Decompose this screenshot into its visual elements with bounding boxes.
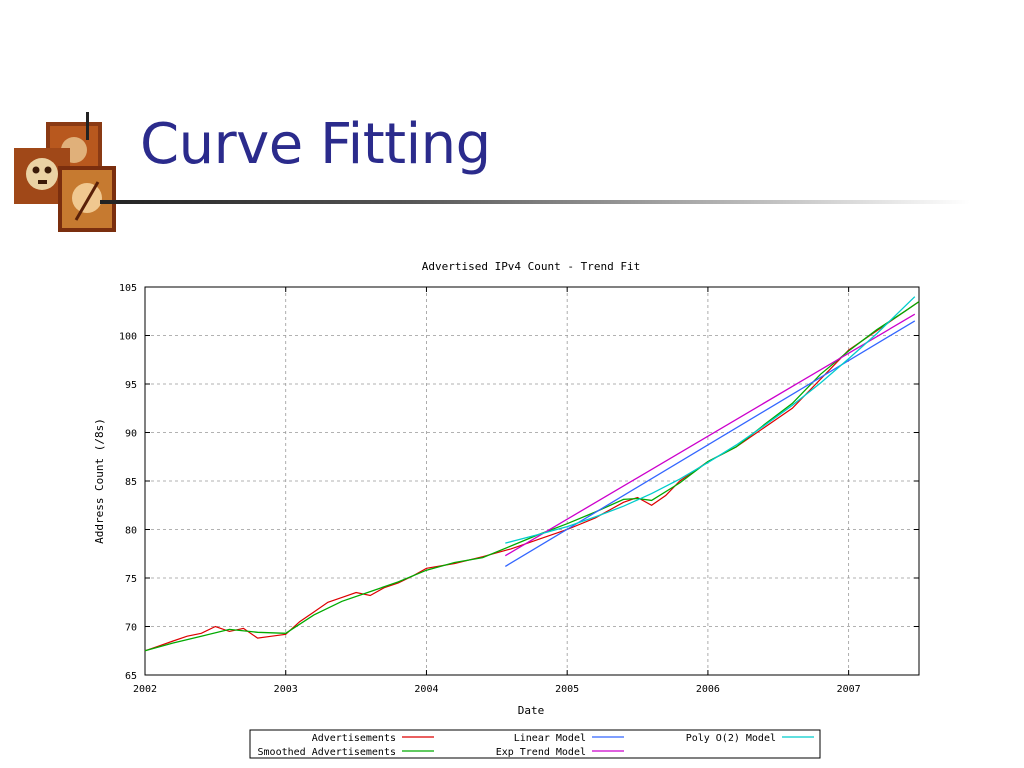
series-line-smoothed-advertisements	[144, 301, 920, 652]
chart-title: Advertised IPv4 Count - Trend Fit	[422, 260, 641, 273]
x-tick-label: 2004	[414, 684, 438, 695]
skull-collage-logo	[14, 122, 116, 232]
x-tick-labels: 2002 2003 2004 2005 2006 2007	[133, 684, 861, 695]
series-line-advertisements	[144, 301, 920, 652]
x-axis-label: Date	[518, 704, 545, 717]
series-line-linear-model	[504, 320, 916, 567]
title-underline	[100, 200, 970, 204]
y-tick-labels: 65 70 75 80 85 90 95 100 105	[119, 283, 137, 682]
x-tick-label: 2003	[274, 684, 298, 695]
y-tick-label: 80	[125, 526, 137, 537]
y-tick-label: 90	[125, 429, 137, 440]
legend: Advertisements Smoothed Advertisements L…	[249, 729, 821, 759]
legend-label-poly: Poly O(2) Model	[686, 733, 776, 744]
legend-label-linear: Linear Model	[514, 733, 586, 744]
chart-grid	[144, 286, 919, 676]
y-tick-label: 85	[125, 477, 137, 488]
y-tick-label: 75	[125, 574, 137, 585]
legend-label-advertisements: Advertisements	[312, 733, 396, 744]
legend-box	[249, 729, 821, 759]
series-line-poly-o-2-model	[505, 296, 916, 544]
y-tick-label: 65	[125, 671, 137, 682]
x-tick-label: 2007	[837, 684, 861, 695]
title-accent-bar	[86, 112, 89, 140]
x-tick-label: 2002	[133, 684, 157, 695]
slide-title: Curve Fitting	[140, 112, 491, 177]
series-layer	[144, 296, 920, 652]
y-tick-label: 100	[119, 332, 137, 343]
y-axis-label: Address Count (/8s)	[93, 418, 106, 544]
plot-frame	[144, 286, 920, 676]
legend-label-exp: Exp Trend Model	[496, 747, 586, 758]
x-tick-label: 2006	[696, 684, 720, 695]
series-line-exp-trend-model	[504, 313, 916, 557]
x-tick-label: 2005	[555, 684, 579, 695]
y-tick-label: 95	[125, 380, 137, 391]
legend-label-smoothed: Smoothed Advertisements	[258, 747, 396, 758]
y-tick-label: 105	[119, 283, 137, 294]
y-tick-label: 70	[125, 623, 137, 634]
